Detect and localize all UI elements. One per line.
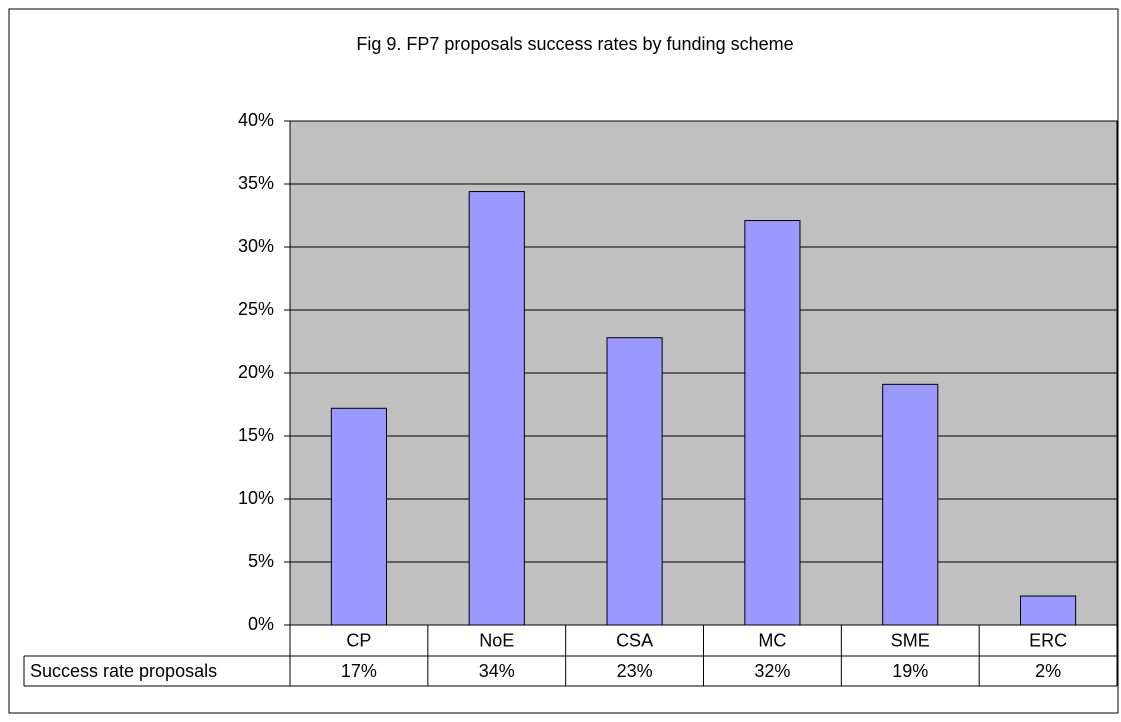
x-tick-label: SME — [891, 630, 930, 650]
bar — [1020, 595, 1077, 626]
y-tick-label: 15% — [238, 425, 274, 445]
x-tick-label: MC — [758, 630, 786, 650]
table-value: 19% — [892, 661, 928, 681]
x-tick-label: ERC — [1029, 630, 1067, 650]
chart-title: Fig 9. FP7 proposals success rates by fu… — [356, 34, 793, 54]
bar — [744, 220, 801, 626]
y-tick-label: 0% — [248, 614, 274, 634]
table-value: 32% — [754, 661, 790, 681]
y-tick-label: 35% — [238, 173, 274, 193]
x-tick-label: CSA — [616, 630, 653, 650]
bar — [468, 191, 525, 626]
bar — [330, 407, 387, 626]
bar — [606, 337, 663, 626]
table-value: 2% — [1035, 661, 1061, 681]
y-tick-label: 25% — [238, 299, 274, 319]
table-value: 23% — [617, 661, 653, 681]
y-tick-label: 30% — [238, 236, 274, 256]
y-tick-label: 20% — [238, 362, 274, 382]
bar — [882, 383, 939, 626]
table-value: 17% — [341, 661, 377, 681]
table-row-label: Success rate proposals — [30, 661, 217, 681]
y-tick-label: 40% — [238, 110, 274, 130]
y-tick-label: 5% — [248, 551, 274, 571]
y-tick-label: 10% — [238, 488, 274, 508]
x-tick-label: CP — [346, 630, 371, 650]
x-tick-label: NoE — [479, 630, 514, 650]
table-value: 34% — [479, 661, 515, 681]
